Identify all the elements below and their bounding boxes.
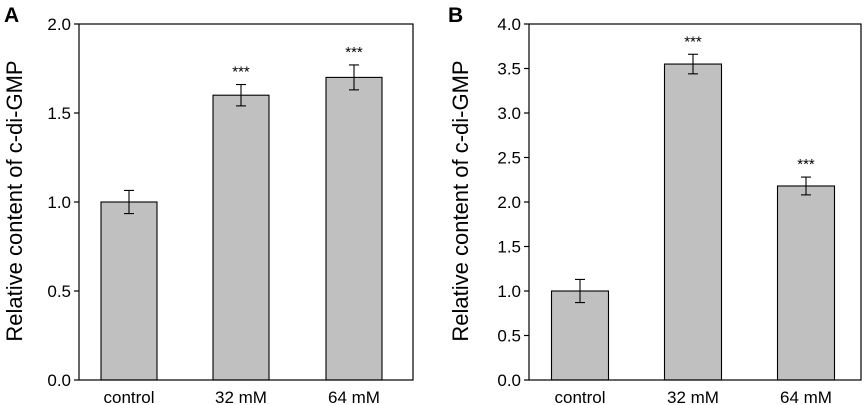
category-label-b-1: 32 mM	[667, 388, 719, 405]
category-label-a-0: control	[103, 388, 154, 405]
y-axis-title-b: Relative content of c-di-GMP	[448, 60, 473, 341]
bar-b-1	[663, 63, 723, 381]
y-tick-label-b: 0.5	[497, 327, 521, 346]
chart-panel-b: B Relative content of c-di-GMP 0.0 0.5 1.0…	[448, 4, 862, 405]
y-tick-label-a: 2.0	[47, 15, 71, 34]
significance-label-a-2: ***	[345, 44, 363, 61]
category-label-a-2: 64 mM	[328, 388, 380, 405]
bars-b: *** ***	[550, 33, 836, 381]
y-tick-label-a: 1.5	[47, 104, 71, 123]
y-axis-title-a: Relative content of c-di-GMP	[2, 60, 27, 341]
bar-a-1	[212, 94, 270, 381]
y-tick-label-a: 0.0	[47, 371, 71, 390]
y-tick-label-b: 1.5	[497, 238, 521, 257]
y-ticks-a: 0.0 0.5 1.0 1.5 2.0	[47, 15, 79, 390]
plot-frame-b	[528, 23, 862, 381]
significance-label-a-1: ***	[232, 64, 250, 81]
y-tick-label-b: 2.5	[497, 149, 521, 168]
y-tick-label-b: 0.0	[497, 371, 521, 390]
category-labels-b: control 32 mM 64 mM	[554, 388, 832, 405]
panel-label-b: B	[448, 4, 463, 27]
significance-label-b-2: ***	[797, 156, 815, 173]
panel-label-a: A	[4, 4, 19, 27]
y-tick-label-b: 2.0	[497, 193, 521, 212]
plot-frame-a	[78, 23, 414, 381]
y-tick-label-b: 4.0	[497, 15, 521, 34]
bar-b-2	[776, 185, 836, 381]
significance-label-b-1: ***	[684, 33, 702, 50]
y-tick-label-b: 1.0	[497, 282, 521, 301]
chart-panel-a: A Relative content of c-di-GMP 0.0 0.5 1.0…	[2, 4, 414, 405]
y-tick-label-b: 3.5	[497, 60, 521, 79]
y-tick-label-b: 3.0	[497, 104, 521, 123]
y-tick-label-a: 0.5	[47, 282, 71, 301]
category-label-b-2: 64 mM	[780, 388, 832, 405]
y-ticks-b: 0.0 0.5 1.0 1.5 2.0 2.5 3.0 3.5 4.0	[497, 15, 529, 390]
bar-b-0	[550, 290, 610, 381]
bar-a-2	[325, 76, 383, 381]
y-tick-label-a: 1.0	[47, 193, 71, 212]
bar-a-0	[100, 201, 158, 381]
category-labels-a: control 32 mM 64 mM	[103, 388, 380, 405]
bars-a: *** ***	[100, 44, 383, 381]
category-label-b-0: control	[554, 388, 605, 405]
category-label-a-1: 32 mM	[215, 388, 267, 405]
